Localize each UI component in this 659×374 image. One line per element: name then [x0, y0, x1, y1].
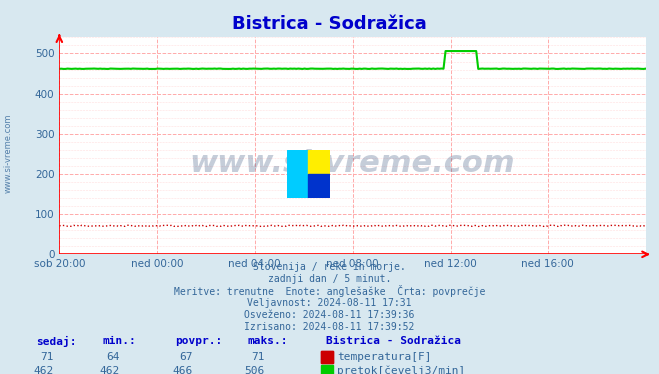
Bar	[321, 351, 333, 363]
Text: Slovenija / reke in morje.: Slovenija / reke in morje.	[253, 262, 406, 272]
Text: pretok[čevelj3/min]: pretok[čevelj3/min]	[337, 366, 466, 374]
Text: sedaj:: sedaj:	[36, 335, 76, 347]
Text: 64: 64	[107, 352, 120, 362]
Text: www.si-vreme.com: www.si-vreme.com	[3, 114, 13, 193]
Text: Izrisano: 2024-08-11 17:39:52: Izrisano: 2024-08-11 17:39:52	[244, 322, 415, 331]
Bar	[287, 150, 308, 198]
Bar	[308, 150, 330, 174]
Text: Bistrica - Sodražica: Bistrica - Sodražica	[326, 336, 461, 346]
Text: www.si-vreme.com: www.si-vreme.com	[190, 149, 515, 178]
Text: 71: 71	[41, 352, 54, 362]
Text: 67: 67	[179, 352, 192, 362]
Bar	[308, 174, 330, 198]
Text: 462: 462	[100, 366, 120, 374]
Text: Veljavnost: 2024-08-11 17:31: Veljavnost: 2024-08-11 17:31	[247, 298, 412, 307]
Text: povpr.:: povpr.:	[175, 336, 222, 346]
Text: temperatura[F]: temperatura[F]	[337, 352, 432, 362]
Text: Meritve: trenutne  Enote: anglešaške  Črta: povprečje: Meritve: trenutne Enote: anglešaške Črta…	[174, 285, 485, 297]
Text: Bistrica - Sodražica: Bistrica - Sodražica	[232, 15, 427, 33]
Text: min.:: min.:	[102, 336, 136, 346]
Text: maks.:: maks.:	[247, 336, 287, 346]
Text: 462: 462	[34, 366, 54, 374]
Text: zadnji dan / 5 minut.: zadnji dan / 5 minut.	[268, 274, 391, 283]
Text: Osveženo: 2024-08-11 17:39:36: Osveženo: 2024-08-11 17:39:36	[244, 310, 415, 319]
Text: 71: 71	[252, 352, 265, 362]
Text: 506: 506	[244, 366, 265, 374]
Text: 466: 466	[172, 366, 192, 374]
